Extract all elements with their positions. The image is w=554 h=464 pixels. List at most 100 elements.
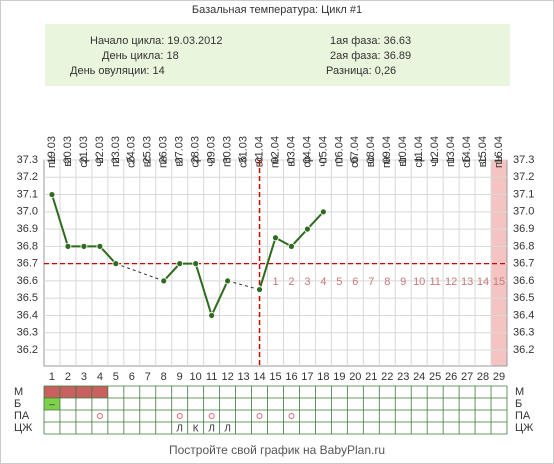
day-number: 24 xyxy=(413,371,425,383)
info-text: Разница: 0,26 xyxy=(326,65,396,77)
y-tick-label: 36.8 xyxy=(17,240,38,252)
date-label: 21.03 xyxy=(78,136,90,164)
day-number: 29 xyxy=(493,371,505,383)
luteal-day: 1 xyxy=(272,276,278,288)
info-label: День цикла: xyxy=(102,50,163,62)
day-number: 28 xyxy=(477,371,489,383)
cell-text: К xyxy=(193,424,199,435)
luteal-day: 9 xyxy=(400,276,406,288)
date-label: 30.03 xyxy=(222,136,234,164)
row-label-right: М xyxy=(515,386,524,398)
y-tick-label: 36.3 xyxy=(17,327,38,339)
temperature-point xyxy=(176,260,184,268)
luteal-day: 5 xyxy=(336,276,342,288)
date-label: 01.04 xyxy=(253,136,265,164)
date-label: 11.04 xyxy=(413,136,425,163)
weekday-label: вс xyxy=(477,156,489,168)
date-label: 24.03 xyxy=(126,136,138,164)
day-number: 7 xyxy=(145,371,151,383)
pa-marker xyxy=(208,413,215,419)
luteal-day: 11 xyxy=(429,276,440,288)
pa-marker xyxy=(256,413,263,419)
date-label: 07.04 xyxy=(349,136,361,164)
date-label: 15.04 xyxy=(477,136,489,164)
row-label-right: ЦЖ xyxy=(515,422,533,434)
temperature-point xyxy=(319,208,327,216)
date-label: 10.04 xyxy=(397,136,409,164)
day-number: 25 xyxy=(429,371,441,383)
temperature-point xyxy=(272,234,279,242)
row-label-right: Б xyxy=(515,398,522,410)
date-label: 20.03 xyxy=(62,136,74,164)
y-tick-label: 36.2 xyxy=(17,344,38,356)
date-label: 19.03 xyxy=(46,136,58,164)
date-label: 08.04 xyxy=(365,136,377,164)
date-label: 04.04 xyxy=(301,136,313,164)
pa-marker xyxy=(288,413,295,419)
date-label: 31.03 xyxy=(237,136,249,164)
y-tick-label-right: 37.1 xyxy=(513,188,534,200)
info-text: День овуляции: 14 xyxy=(70,65,165,77)
menstruation-cell xyxy=(59,386,76,398)
weekday-label: вт xyxy=(174,156,186,167)
gap-connector xyxy=(115,263,164,282)
day-number: 4 xyxy=(97,371,103,383)
weekday-label: ср xyxy=(301,156,313,168)
luteal-day: 13 xyxy=(461,276,473,288)
y-tick-label-right: 36.8 xyxy=(513,240,534,252)
day-number: 22 xyxy=(381,371,393,383)
weekday-label: вс xyxy=(365,156,377,168)
day-number: 1 xyxy=(49,371,55,383)
day-number: 18 xyxy=(317,371,329,383)
footer: Постройте свой график на BabyPlan.ru xyxy=(169,443,385,457)
y-tick-label-right: 36.3 xyxy=(513,327,534,339)
weekday-label: пт xyxy=(445,156,457,167)
luteal-day: 8 xyxy=(384,276,390,288)
row-label: М xyxy=(14,386,23,398)
temperature-point xyxy=(64,242,72,250)
weekday-label: пн xyxy=(493,156,505,168)
day-number: 26 xyxy=(445,371,457,383)
temperature-point xyxy=(304,225,311,233)
day-number: 19 xyxy=(333,371,345,383)
day-number: 27 xyxy=(461,371,473,383)
cell-fill xyxy=(44,398,60,410)
cell-text: – xyxy=(49,400,55,411)
weekday-label: чт xyxy=(429,156,441,167)
weekday-label: сб xyxy=(461,156,473,168)
info-label: День овуляции: xyxy=(70,65,149,77)
date-label: 02.04 xyxy=(269,136,281,164)
temperature-point xyxy=(192,260,200,268)
cell-text: Л xyxy=(208,424,215,435)
y-tick-label-right: 36.4 xyxy=(513,309,534,321)
day-number: 6 xyxy=(129,371,135,383)
weekday-label: чт xyxy=(94,156,106,167)
chart-title: Базальная температура: Цикл #1 xyxy=(192,4,362,16)
info-value: 36.63 xyxy=(384,35,412,47)
weekday-label: пт xyxy=(333,156,345,167)
weekday-label: пт xyxy=(222,156,234,167)
date-label: 03.04 xyxy=(285,136,297,164)
day-number: 2 xyxy=(65,371,71,383)
luteal-day: 4 xyxy=(320,276,326,288)
temperature-point xyxy=(80,242,88,250)
y-tick-label: 36.4 xyxy=(17,309,38,321)
day-number: 3 xyxy=(81,371,87,383)
y-tick-label: 37.0 xyxy=(17,206,38,218)
y-tick-label-right: 36.2 xyxy=(513,344,534,356)
day-number: 17 xyxy=(301,371,313,383)
temperature-point xyxy=(48,191,56,198)
temperature-point xyxy=(224,277,232,285)
info-value: 0,26 xyxy=(375,65,396,77)
day-number: 12 xyxy=(221,371,233,383)
date-label: 16.04 xyxy=(493,136,505,164)
cell-text: Л xyxy=(176,424,183,435)
weekday-label: пн xyxy=(158,156,170,168)
luteal-day: 7 xyxy=(368,276,374,288)
y-tick-label-right: 36.5 xyxy=(513,292,534,304)
row-label: Б xyxy=(14,398,21,410)
info-text: 1ая фаза: 36.63 xyxy=(330,35,411,47)
weekday-label: сб xyxy=(237,156,249,168)
pa-marker xyxy=(96,413,103,419)
